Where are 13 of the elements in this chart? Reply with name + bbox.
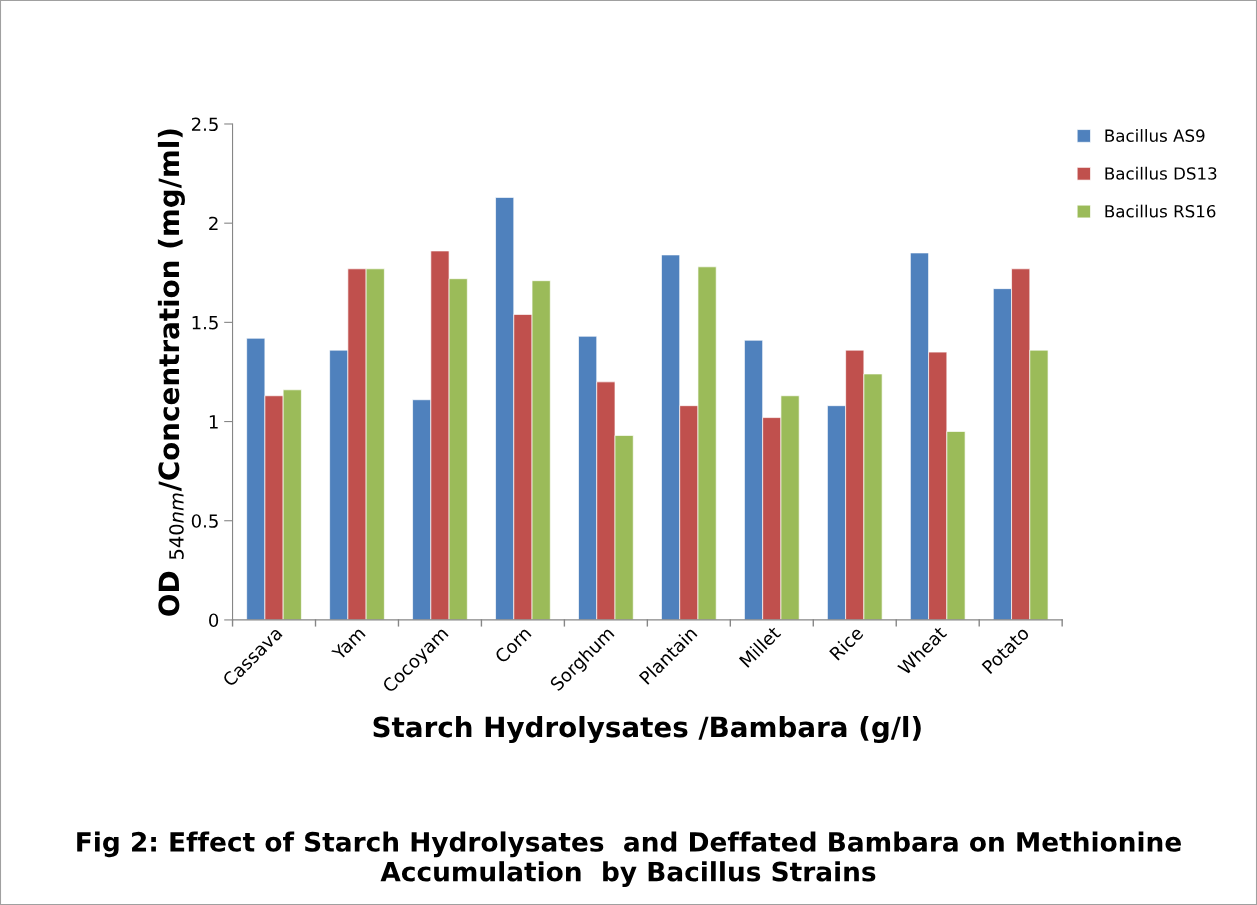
y-tick-label: 1 — [209, 415, 218, 429]
y-tick-label: 0.5 — [191, 514, 218, 528]
y-tick-label: 1.5 — [192, 316, 218, 330]
text: Fig 2: Effect of Starch Hydrolysates and Deffated Bambara on Methionine Accumulation by Bacillus Strains — [77, 831, 1181, 887]
legend-label: Bacillus DS13 — [1105, 166, 1217, 180]
legend-label: Bacillus AS9 — [1105, 129, 1205, 142]
y-tick-label: 2.5 — [191, 117, 218, 132]
x-axis-title: Starch Hydrolysates /Bambara (g/l) — [373, 715, 921, 744]
y-axis-title: OD $_{540nm}$/Concentration (mg/ml) — [157, 129, 185, 616]
x-tick-label: Yam — [331, 626, 366, 661]
legend-label: Bacillus RS16 — [1105, 204, 1216, 218]
y-tick-label: 2 — [209, 216, 218, 231]
y-tick-label: 0 — [209, 613, 219, 628]
